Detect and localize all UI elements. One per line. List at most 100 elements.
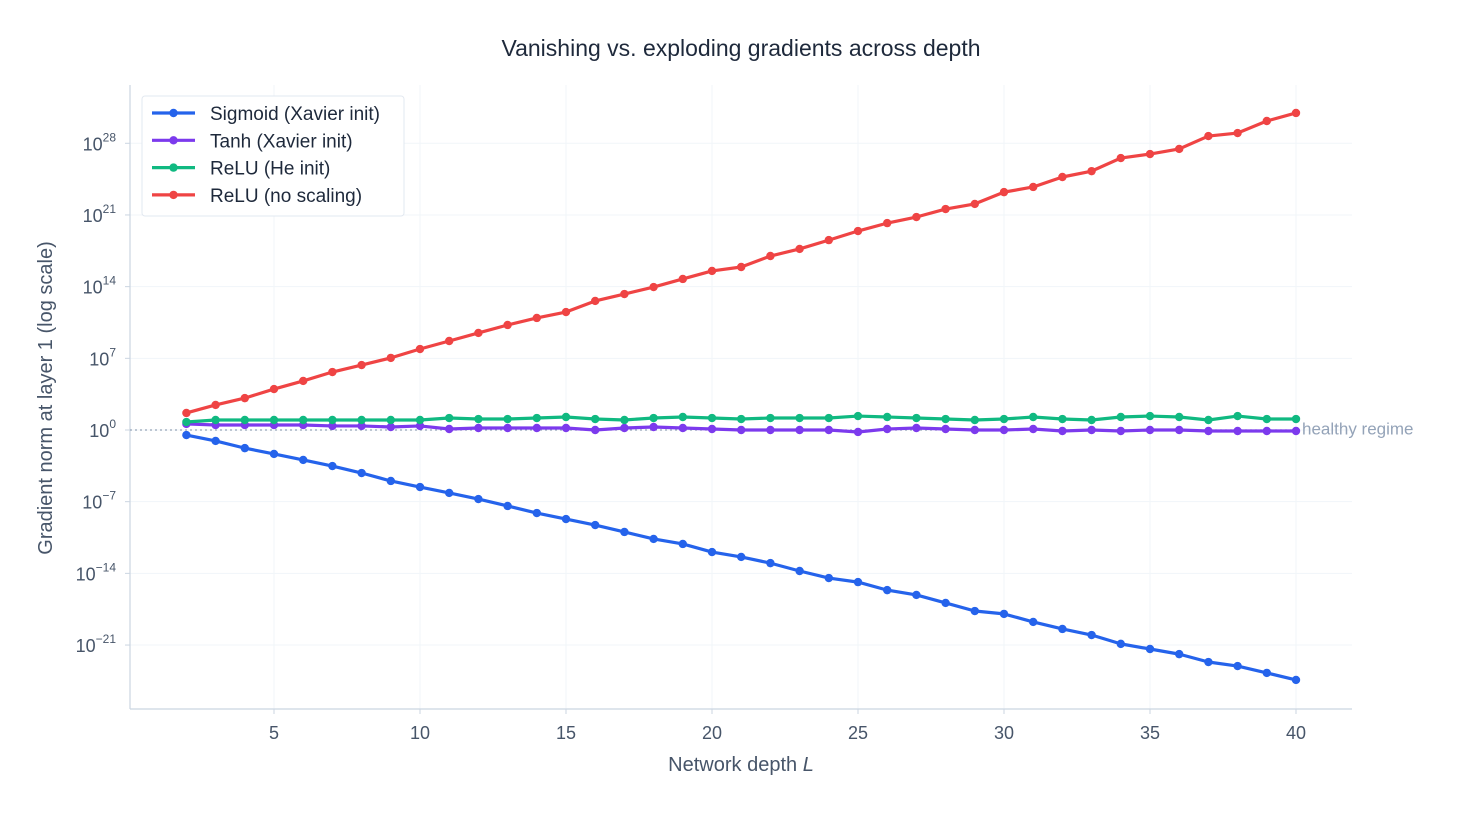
y-tick-base: 10 [76,564,96,584]
data-point [1116,412,1126,422]
data-point [999,609,1009,619]
y-tick-exponent: 21 [103,202,117,216]
data-point [357,415,366,425]
data-point [561,307,571,317]
data-point [766,425,775,435]
data-point [591,520,600,530]
data-point [328,461,337,471]
data-point [941,204,950,214]
y-axis-label: Gradient norm at layer 1 (log scale) [35,241,57,554]
x-axis-label-var: L [803,754,814,776]
y-tick-exponent: −14 [96,560,117,574]
data-point [707,266,717,276]
data-point [1029,424,1038,434]
series-relu-no-scaling [182,108,1301,418]
legend-label: ReLU (no scaling) [210,186,362,207]
legend-label: Tanh (Xavier init) [210,131,353,152]
data-point [445,424,454,434]
data-point [474,414,483,424]
data-point [707,547,717,557]
data-point [883,424,892,434]
data-point [707,424,717,434]
data-point [912,423,921,433]
data-point [1291,426,1301,436]
data-point [1233,128,1242,138]
data-point [328,415,337,425]
data-point [912,413,921,423]
data-point [1058,414,1067,424]
data-point [445,336,454,346]
y-tick-label: 1021 [83,202,117,226]
x-tick-label: 20 [702,723,722,743]
data-point [766,251,775,261]
data-point [678,412,687,422]
data-point [883,412,892,422]
data-point [824,573,833,583]
data-point [415,482,425,492]
data-point [386,353,395,363]
data-point [824,235,833,245]
data-point [386,415,395,425]
x-axis-label: Network depth L [668,754,814,776]
data-point [211,415,220,425]
data-point [1291,414,1301,424]
data-point [357,468,366,478]
data-point [1175,425,1184,435]
data-point [561,514,571,524]
data-point [1029,412,1038,422]
x-tick-label: 40 [1286,723,1306,743]
legend-marker [169,163,178,172]
legend-box [141,95,405,217]
x-tick-label: 15 [556,723,576,743]
data-point [1262,116,1272,126]
data-point [328,421,337,431]
data-point [299,415,308,425]
data-point [1058,624,1067,634]
data-point [649,413,658,423]
data-point [474,423,483,433]
x-axis-label-text: Network depth [668,754,797,776]
data-point [1145,644,1155,654]
data-point [620,289,629,299]
data-point [503,414,512,424]
y-tick-base: 10 [83,134,103,154]
data-point [649,282,658,292]
data-point [1029,617,1038,627]
data-point [1262,426,1272,436]
data-point [1175,649,1184,659]
data-point [766,413,775,423]
y-tick-exponent: −21 [96,632,117,646]
data-point [386,422,395,432]
data-point [649,534,658,544]
y-tick-exponent: 7 [109,345,116,359]
data-point [532,508,541,518]
data-point [591,414,600,424]
data-point [1087,415,1096,425]
data-point [1145,411,1155,421]
y-tick-base: 10 [82,493,102,513]
y-tick-exponent: 28 [103,130,117,144]
data-point [211,436,220,446]
data-point [941,424,950,434]
data-point [999,425,1009,435]
data-point [853,577,863,587]
data-point [328,367,337,377]
data-point [561,423,571,433]
data-point [678,539,687,549]
data-point [503,423,512,433]
data-point [1087,630,1096,640]
data-point [1204,415,1213,425]
data-point [357,421,366,431]
legend-marker [169,108,178,118]
data-point [561,412,571,422]
data-point [299,455,308,465]
data-point [532,313,541,323]
x-tick-label: 10 [410,723,430,743]
data-point [211,400,220,410]
y-tick-exponent: 0 [109,417,116,431]
data-point [182,417,191,427]
data-point [532,423,541,433]
